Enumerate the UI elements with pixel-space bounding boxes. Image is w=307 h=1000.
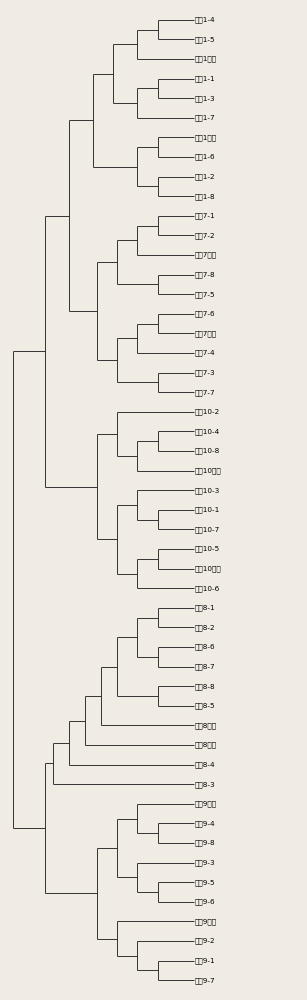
- Text: 家系8-3: 家系8-3: [195, 781, 215, 788]
- Text: 家系9-6: 家系9-6: [195, 898, 215, 905]
- Text: 家系7母本: 家系7母本: [195, 330, 217, 337]
- Text: 家系1母本: 家系1母本: [195, 134, 217, 141]
- Text: 家系10父本: 家系10父本: [195, 467, 221, 474]
- Text: 家系7-3: 家系7-3: [195, 369, 215, 376]
- Text: 家系10-5: 家系10-5: [195, 546, 220, 552]
- Text: 家系10-7: 家系10-7: [195, 526, 220, 533]
- Text: 家系1-7: 家系1-7: [195, 114, 215, 121]
- Text: 家系7-5: 家系7-5: [195, 291, 215, 298]
- Text: 家系1父本: 家系1父本: [195, 56, 217, 62]
- Text: 家系8父本: 家系8父本: [195, 742, 217, 748]
- Text: 家系1-5: 家系1-5: [195, 36, 215, 43]
- Text: 家系8-4: 家系8-4: [195, 761, 215, 768]
- Text: 家系7-8: 家系7-8: [195, 271, 215, 278]
- Text: 家系9-2: 家系9-2: [195, 938, 215, 944]
- Text: 家系8-2: 家系8-2: [195, 624, 215, 631]
- Text: 家系9-8: 家系9-8: [195, 840, 215, 846]
- Text: 家系10-3: 家系10-3: [195, 487, 220, 494]
- Text: 家系9-4: 家系9-4: [195, 820, 215, 827]
- Text: 家系1-8: 家系1-8: [195, 193, 215, 200]
- Text: 家系1-4: 家系1-4: [195, 16, 215, 23]
- Text: 家系8-6: 家系8-6: [195, 644, 215, 650]
- Text: 家系10-8: 家系10-8: [195, 448, 220, 454]
- Text: 家系1-2: 家系1-2: [195, 173, 215, 180]
- Text: 家系9-1: 家系9-1: [195, 957, 215, 964]
- Text: 家系9-5: 家系9-5: [195, 879, 215, 886]
- Text: 家系1-1: 家系1-1: [195, 75, 215, 82]
- Text: 家系1-3: 家系1-3: [195, 95, 215, 102]
- Text: 家系8-8: 家系8-8: [195, 683, 215, 690]
- Text: 家系7-7: 家系7-7: [195, 389, 215, 396]
- Text: 家系10-4: 家系10-4: [195, 428, 220, 435]
- Text: 家系7父本: 家系7父本: [195, 252, 217, 258]
- Text: 家系8母本: 家系8母本: [195, 722, 217, 729]
- Text: 家系7-1: 家系7-1: [195, 212, 215, 219]
- Text: 家系1-6: 家系1-6: [195, 154, 215, 160]
- Text: 家系9母本: 家系9母本: [195, 800, 217, 807]
- Text: 家系10-6: 家系10-6: [195, 585, 220, 592]
- Text: 家系10母本: 家系10母本: [195, 565, 221, 572]
- Text: 家系10-2: 家系10-2: [195, 408, 220, 415]
- Text: 家系8-7: 家系8-7: [195, 663, 215, 670]
- Text: 家系7-2: 家系7-2: [195, 232, 215, 239]
- Text: 家系10-1: 家系10-1: [195, 506, 220, 513]
- Text: 家系8-1: 家系8-1: [195, 604, 215, 611]
- Text: 家系7-4: 家系7-4: [195, 350, 215, 356]
- Text: 家系9-7: 家系9-7: [195, 977, 215, 984]
- Text: 家系9-3: 家系9-3: [195, 859, 215, 866]
- Text: 家系7-6: 家系7-6: [195, 310, 215, 317]
- Text: 家系8-5: 家系8-5: [195, 702, 215, 709]
- Text: 家系9父本: 家系9父本: [195, 918, 217, 925]
